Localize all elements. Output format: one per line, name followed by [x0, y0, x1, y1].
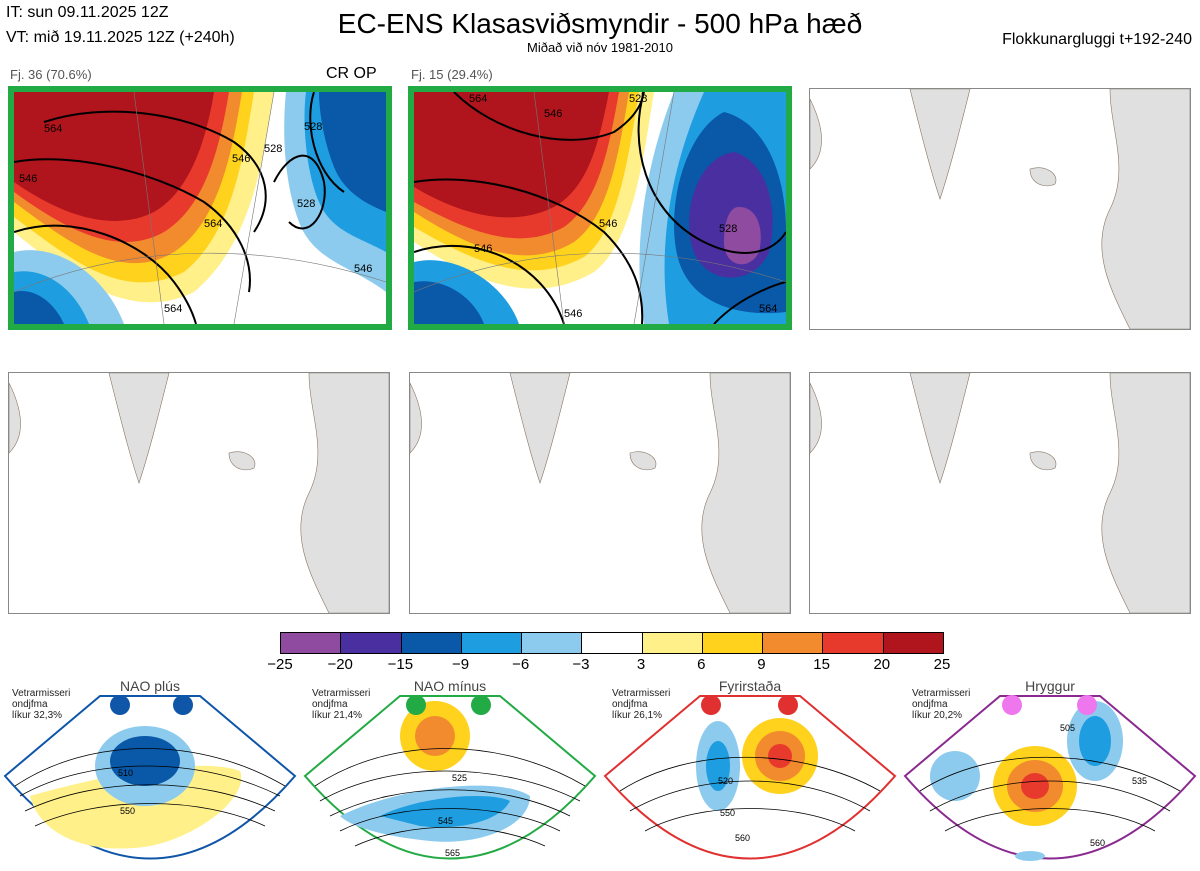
cluster-6-map-empty [809, 372, 1191, 614]
contour-label: 546 [232, 153, 250, 165]
regime-contour-label: 560 [735, 833, 750, 843]
regime-map: 525 545 565 [303, 695, 597, 860]
colorbar-segment [341, 633, 402, 653]
regime-contour-label: 550 [720, 808, 735, 818]
regime-name: Fyrirstaða [718, 678, 782, 694]
regime-nao-minus: 525 545 565 NAO mínus Vetrarmisseri ondjfm… [300, 676, 600, 871]
regime-contour-label: 545 [438, 816, 453, 826]
contour-label: 546 [544, 108, 562, 120]
coastline-map [810, 373, 1190, 613]
regime-ridge: 505 535 560 Hryggur Vetrarmisseri ondjfma … [900, 676, 1200, 871]
contour-label: 528 [264, 143, 282, 155]
regime-frequency: Vetrarmisseri ondjfma líkur 21,4% [312, 688, 371, 721]
contour-label: 546 [354, 263, 372, 275]
regime-map: 510 550 [3, 695, 297, 860]
colorbar-tick-label: 3 [636, 656, 646, 673]
colorbar-tick-label: −3 [572, 656, 590, 673]
cluster-3-map-empty [809, 88, 1191, 330]
colorbar-segment [702, 633, 764, 653]
colorbar-tick-label: 20 [873, 656, 891, 673]
contour-label: 528 [304, 121, 322, 133]
coastline-map [810, 89, 1190, 329]
regime-contour-label: 520 [718, 776, 733, 786]
colorbar-tick-label: −9 [451, 656, 470, 673]
contour-label: 546 [19, 173, 37, 185]
contour-label: 528 [719, 223, 737, 235]
colorbar-segment [883, 633, 943, 653]
regime-contour-label: 510 [118, 768, 133, 778]
colorbar-tick-label: 6 [697, 656, 706, 673]
colorbar-segment [401, 633, 462, 653]
regime-contour-label: 550 [120, 806, 135, 816]
page-title: EC-ENS Klasasviðsmyndir - 500 hPa hæð [337, 8, 863, 39]
colorbar-segment [582, 633, 643, 653]
cluster-2-label: Fj. 15 (29.4%) [411, 67, 493, 82]
colorbar-tick-label: 9 [757, 656, 766, 673]
regime-blocking: 520 550 560 Fyrirstaða Vetrarmisseri ondjf… [600, 676, 900, 871]
cluster-1-map[interactable]: 564 546 546 528 528 564 564 546 528 [8, 86, 392, 330]
contour-label: 564 [164, 303, 182, 315]
cluster-1-label: Fj. 36 (70.6%) [10, 67, 92, 82]
coastline-map [410, 373, 790, 613]
regime-contour-label: 535 [1132, 776, 1147, 786]
contour-label: 564 [204, 218, 222, 230]
colorbar-segment [281, 633, 342, 653]
regime-map: 520 550 560 [603, 695, 897, 860]
cluster-4-map-empty [8, 372, 390, 614]
colorbar-segment [642, 633, 703, 653]
colorbar [280, 632, 944, 654]
regime-frequency: Vetrarmisseri ondjfma líkur 32,3% [12, 688, 71, 721]
colorbar-segment [522, 633, 583, 653]
colorbar-segment [763, 633, 824, 653]
regime-frequency: Vetrarmisseri ondjfma líkur 26,1% [612, 688, 671, 721]
contour-label: 528 [297, 198, 315, 210]
contour-label: 564 [759, 303, 777, 315]
regime-contour-label: 560 [1090, 838, 1105, 848]
contour-label: 564 [469, 93, 487, 105]
contour-label: 564 [44, 123, 62, 135]
classification-window: Flokkunargluggi t+192-240 [1002, 31, 1192, 48]
contour-label: 528 [629, 93, 647, 105]
contour-label: 546 [474, 243, 492, 255]
regime-frequency: Vetrarmisseri ondjfma líkur 20,2% [912, 688, 971, 721]
regime-name: NAO mínus [413, 678, 487, 694]
contour-label: 546 [564, 308, 582, 320]
cluster-5-map-empty [409, 372, 791, 614]
regime-contour-label: 505 [1060, 723, 1075, 733]
cluster-1-op-label: CR OP [326, 65, 377, 82]
regime-contour-label: 525 [452, 773, 467, 783]
colorbar-tick-label: −25 [267, 656, 293, 673]
contour-label: 546 [599, 218, 617, 230]
coastline-map [9, 373, 389, 613]
regime-name: Hryggur [1025, 678, 1075, 694]
regime-contour-label: 565 [445, 848, 460, 858]
cluster-2-map[interactable]: 564 546 528 546 528 546 564 546 [408, 86, 792, 330]
colorbar-tick-label: 15 [813, 656, 830, 673]
cluster-2-field: 564 546 528 546 528 546 564 546 [414, 92, 786, 324]
initial-time: IT: sun 09.11.2025 12Z [6, 4, 169, 21]
colorbar-tick-label: −15 [387, 656, 414, 673]
colorbar-tick-label: −20 [327, 656, 353, 673]
colorbar-segment [823, 633, 884, 653]
cluster-1-field: 564 546 546 528 528 564 564 546 528 [14, 92, 386, 324]
regime-map: 505 535 560 [903, 695, 1197, 861]
regime-nao-plus: 510 550 NAO plús Vetrarmisseri ondjfma lí… [0, 676, 300, 871]
valid-time: VT: mið 19.11.2025 12Z (+240h) [6, 29, 235, 46]
colorbar-tick-label: −6 [512, 656, 530, 673]
colorbar-segment [461, 633, 523, 653]
page-subtitle: Miðað við nóv 1981-2010 [527, 40, 673, 55]
colorbar-tick-label: 25 [933, 656, 951, 673]
regime-name: NAO plús [120, 678, 180, 694]
